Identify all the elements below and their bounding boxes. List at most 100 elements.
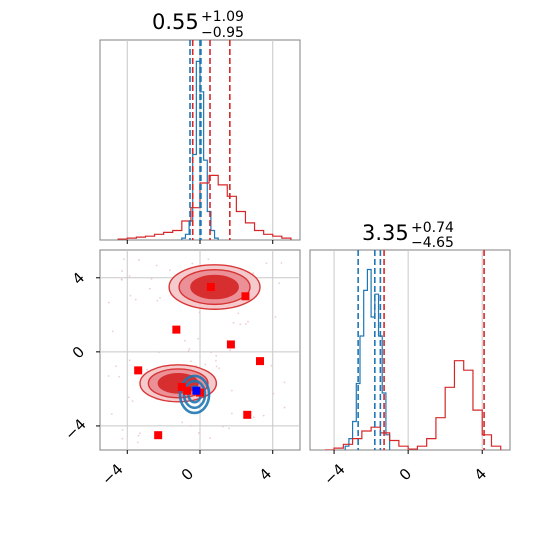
top-left-histogram-panel: 0.55 +1.09 −0.95: [99, 9, 301, 244]
red-point-marker: [172, 325, 181, 334]
background-sample: [262, 414, 265, 417]
background-sample: [115, 365, 118, 368]
background-sample: [156, 299, 159, 302]
top-left-histogram-ticks: [126, 240, 274, 244]
blue-contour-level: [178, 374, 211, 415]
red-point-marker: [243, 410, 252, 419]
background-sample: [252, 272, 255, 275]
background-sample: [272, 392, 275, 395]
background-sample: [169, 269, 171, 272]
background-sample: [232, 321, 235, 324]
top-left-title-lower: −0.95: [201, 25, 244, 41]
scatter-points: [134, 283, 264, 440]
background-sample: [155, 264, 158, 267]
background-sample: [134, 298, 137, 301]
background-sample: [148, 287, 151, 290]
background-sample: [215, 365, 218, 368]
background-sample: [207, 258, 210, 261]
bottom-right-quantile-lines: [357, 250, 485, 450]
red-point-marker: [256, 357, 264, 366]
background-sample: [184, 339, 186, 342]
red-point-marker: [154, 431, 163, 440]
background-sample: [107, 301, 110, 304]
histogram-step-line: [344, 268, 391, 450]
background-sample: [209, 437, 212, 440]
bottom-left-scatter-ticks: [96, 277, 274, 454]
background-sample: [198, 311, 201, 314]
bottom-right-histogram-bars: [324, 268, 502, 450]
bottom-left-scatter-panel: −4 0 4 4 0 −4: [61, 249, 301, 489]
background-sample: [137, 434, 140, 437]
bottom-right-title-lower: −4.65: [411, 235, 454, 251]
background-sample: [252, 416, 255, 419]
background-sample: [158, 351, 161, 354]
background-sample: [191, 262, 194, 265]
background-sample: [280, 262, 283, 264]
background-sample: [128, 359, 131, 362]
background-sample: [127, 396, 130, 399]
bottom-left-x-tick-labels: −4 0 4: [98, 460, 275, 488]
top-left-title-median: 0.55: [152, 10, 199, 34]
red-point-marker: [241, 292, 250, 301]
background-sample: [283, 406, 286, 409]
background-sample: [129, 294, 132, 297]
background-sample: [188, 347, 191, 350]
background-sample: [189, 424, 192, 427]
background-sample: [244, 323, 247, 325]
y-tick-label: 4: [69, 269, 88, 288]
background-sample: [137, 259, 140, 261]
blue-point-marker: [192, 386, 201, 395]
background-sample: [111, 330, 114, 333]
bottom-right-histogram-frame: [309, 249, 511, 451]
background-sample: [274, 316, 277, 318]
red-point-marker: [183, 386, 192, 395]
bottom-right-x-tick-labels: −4 0 4: [320, 460, 490, 488]
bottom-left-y-tick-labels: 4 0 −4: [61, 269, 89, 444]
background-sample: [121, 270, 123, 272]
background-sample: [247, 320, 249, 323]
background-sample: [120, 278, 123, 281]
background-sample: [230, 412, 233, 415]
y-tick-label: 0: [69, 343, 88, 362]
bottom-left-scatter-grid: [100, 250, 300, 450]
background-sample: [189, 360, 192, 363]
bottom-right-histogram-panel: 3.35 +0.74 −4.65 −4 0 4: [309, 220, 511, 489]
background-sample: [187, 349, 190, 352]
y-tick-label: −4: [61, 415, 89, 443]
x-tick-label: 0: [178, 465, 197, 484]
red-point-marker: [177, 383, 186, 392]
top-left-title-upper: +1.09: [201, 9, 244, 25]
top-left-quantile-lines: [189, 40, 231, 240]
histogram-step-line: [117, 174, 292, 240]
background-sample: [215, 354, 218, 357]
background-sample: [237, 312, 240, 315]
background-sample: [136, 441, 139, 444]
background-sample: [204, 363, 207, 366]
x-tick-label: 4: [471, 465, 490, 484]
x-tick-label: −4: [320, 460, 348, 488]
background-sample: [210, 351, 213, 354]
background-sample: [107, 375, 110, 377]
background-sample: [222, 425, 224, 428]
red-point-marker: [226, 340, 235, 349]
x-tick-label: 0: [396, 465, 415, 484]
bottom-right-histogram-ticks: [333, 450, 483, 454]
background-sample: [121, 437, 124, 440]
bottom-right-title-upper: +0.74: [411, 220, 454, 236]
bottom-right-histogram-title: 3.35 +0.74 −4.65: [362, 220, 454, 251]
background-sample: [278, 282, 281, 285]
red-point-marker: [134, 366, 143, 375]
background-sample: [122, 258, 125, 261]
background-sample: [197, 337, 200, 340]
red-point-marker: [206, 283, 215, 292]
background-sample: [218, 367, 220, 370]
bottom-right-title-median: 3.35: [362, 221, 409, 245]
background-sample: [230, 389, 233, 392]
background-sample: [228, 427, 231, 430]
background-sample: [283, 381, 286, 384]
background-sample: [239, 323, 242, 326]
background-sample: [181, 421, 183, 424]
background-sample: [131, 400, 134, 403]
top-left-histogram-title: 0.55 +1.09 −0.95: [152, 9, 244, 41]
background-sample: [265, 262, 268, 265]
